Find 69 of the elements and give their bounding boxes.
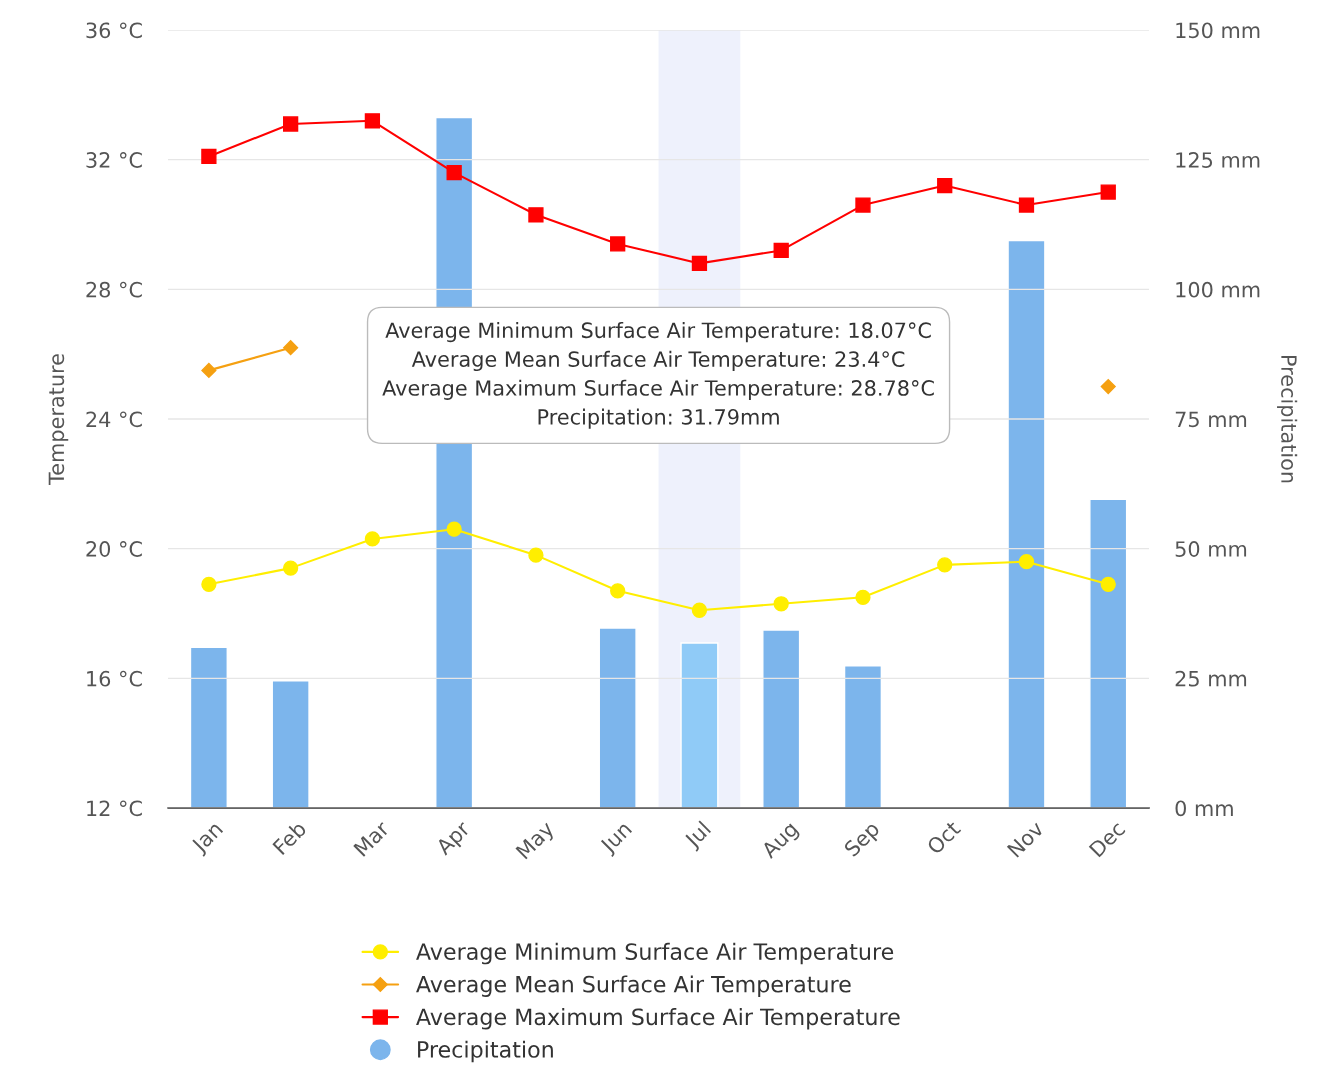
- point: [283, 116, 299, 132]
- x-tick-label: Jun: [598, 820, 635, 858]
- point: [201, 362, 217, 378]
- point: [201, 576, 217, 592]
- point: [773, 242, 789, 259]
- point: [364, 113, 381, 129]
- y-tick-label: 32 °C: [86, 152, 142, 168]
- point: [201, 148, 217, 165]
- point: [937, 177, 953, 194]
- point: [610, 583, 626, 599]
- bar: [843, 665, 883, 808]
- annotation: Average Minimum Surface Air Temperature: 18.07°C: [385, 322, 931, 343]
- y-tick-label: 12 °C: [87, 800, 142, 817]
- y2-tick-label: 125 mm: [1176, 152, 1260, 168]
- annotation: Precipitation: 31.79mm: [538, 408, 779, 429]
- y2-tick-label: 100 mm: [1176, 281, 1260, 298]
- y2-tick-label: 25 mm: [1175, 670, 1247, 687]
- legend-label: Average Mean Surface Air Temperature: [416, 975, 851, 997]
- bar: [189, 646, 228, 808]
- y2-tick-label: 150 mm: [1176, 22, 1260, 39]
- point: [283, 560, 299, 576]
- point: [446, 164, 462, 181]
- x-tick-label: Mar: [353, 819, 391, 857]
- point: [691, 602, 708, 618]
- y-tick-label: 36 °C: [86, 22, 142, 39]
- point: [1018, 553, 1035, 570]
- point: [364, 531, 381, 547]
- point: [528, 207, 544, 223]
- point: [855, 197, 871, 213]
- y2-tick-label: 0 mm: [1175, 800, 1233, 817]
- x-tick-label: Feb: [271, 819, 308, 856]
- x-tick-label: Dec: [1088, 820, 1126, 858]
- legend-label: Average Maximum Surface Air Temperature: [416, 1008, 900, 1030]
- bar: [762, 629, 801, 808]
- bar: [680, 642, 719, 808]
- x-tick-label: Jul: [682, 820, 714, 852]
- point: [773, 596, 789, 612]
- point: [528, 547, 544, 563]
- point: [691, 255, 708, 272]
- y2-tick-label: 50 mm: [1175, 541, 1247, 557]
- point: [937, 557, 953, 573]
- point: [610, 236, 626, 252]
- legend-label: Average Minimum Surface Air Temperature: [416, 942, 894, 965]
- point: [1100, 576, 1116, 592]
- y-axis-title: Temperature: [48, 354, 69, 486]
- point: [855, 589, 871, 605]
- y-tick-label: 16 °C: [87, 670, 142, 687]
- annotation: Average Maximum Surface Air Temperature: 28.78°C: [382, 379, 934, 400]
- point: [1100, 184, 1116, 200]
- y-tick-label: 20 °C: [86, 541, 142, 557]
- x-tick-label: Oct: [925, 819, 962, 856]
- point: [283, 340, 299, 356]
- bar: [1089, 498, 1128, 808]
- point: [1018, 197, 1035, 213]
- y-tick-label: 24 °C: [86, 411, 142, 428]
- x-tick-label: Nov: [1006, 820, 1045, 858]
- x-tick-label: Sep: [843, 820, 884, 861]
- annotation: Average Mean Surface Air Temperature: 23.4°C: [411, 350, 905, 372]
- point: [446, 521, 462, 537]
- bar: [1007, 239, 1046, 808]
- legend-label: Precipitation: [418, 1040, 553, 1063]
- x-tick-label: Jan: [190, 820, 226, 857]
- y2-tick-label: 75 mm: [1175, 411, 1247, 428]
- x-tick-label: Apr: [434, 819, 475, 859]
- y2-axis-title: Precipitation: [1277, 355, 1298, 483]
- point: [1100, 379, 1116, 395]
- bar: [271, 680, 310, 808]
- bar: [598, 627, 637, 808]
- y-tick-label: 28 °C: [86, 281, 142, 298]
